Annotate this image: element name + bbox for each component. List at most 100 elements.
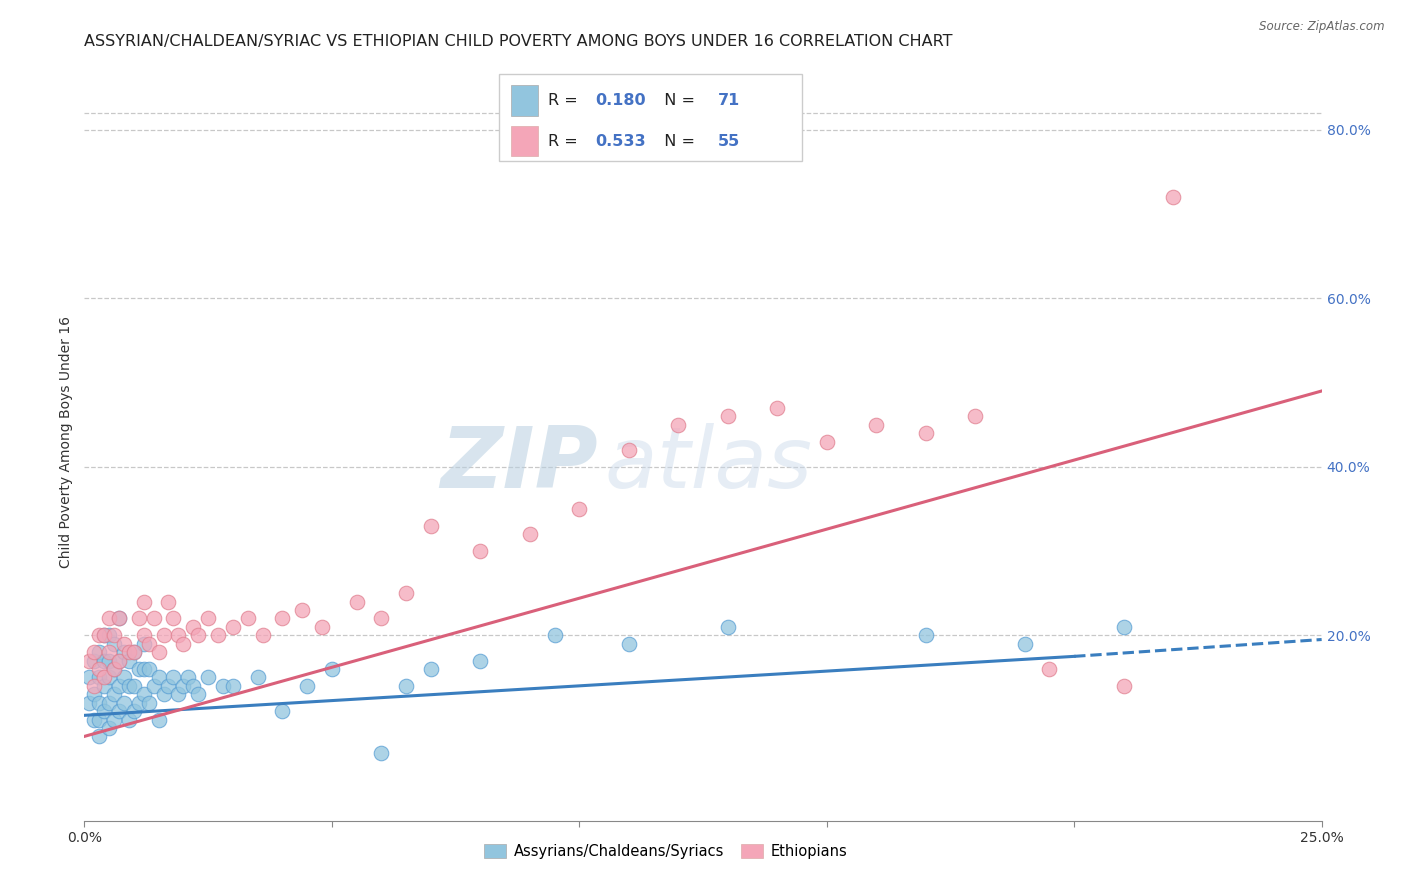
Point (98, 696, 121, 710)
Point (93, 654, 115, 668)
Point (118, 654, 141, 668)
Text: atlas: atlas (605, 423, 813, 506)
Point (207, 628, 229, 642)
Point (122, 704, 145, 718)
Y-axis label: Child Poverty Among Boys Under 16: Child Poverty Among Boys Under 16 (59, 316, 73, 567)
Point (617, 637, 640, 651)
Point (1014, 637, 1036, 651)
Point (89, 730, 111, 744)
Point (108, 654, 131, 668)
Text: R =: R = (548, 93, 583, 108)
Point (470, 654, 492, 668)
Point (93, 628, 115, 642)
Point (132, 628, 155, 642)
Point (108, 611, 131, 625)
Point (148, 670, 170, 684)
Point (122, 645, 145, 659)
Point (187, 687, 209, 701)
Text: N =: N = (654, 93, 700, 108)
Point (815, 434, 838, 449)
Point (138, 696, 160, 710)
Point (152, 628, 174, 642)
Point (93, 628, 115, 642)
Text: 0.180: 0.180 (595, 93, 645, 108)
Point (568, 502, 591, 516)
Point (1161, 190, 1184, 204)
Bar (499, 74, 801, 161)
Point (172, 637, 194, 651)
Point (98, 628, 121, 642)
Point (89, 645, 111, 659)
Bar (512, 86, 538, 116)
Point (128, 611, 150, 625)
Point (132, 637, 155, 651)
Point (236, 611, 259, 625)
Point (181, 620, 204, 634)
Point (112, 670, 135, 684)
Point (98, 670, 121, 684)
Point (271, 611, 294, 625)
Point (197, 611, 219, 625)
Point (118, 713, 141, 727)
Point (118, 679, 141, 693)
Point (157, 679, 180, 693)
Point (914, 628, 936, 642)
Point (666, 417, 689, 432)
Bar (512, 126, 538, 156)
Point (148, 645, 170, 659)
Point (103, 662, 125, 676)
Point (246, 670, 269, 684)
Point (122, 679, 145, 693)
Point (118, 645, 141, 659)
Point (346, 594, 368, 608)
Point (162, 611, 184, 625)
Point (89, 696, 111, 710)
Point (142, 679, 165, 693)
Point (1112, 679, 1135, 693)
Point (83, 654, 105, 668)
Point (291, 603, 314, 617)
Point (103, 628, 125, 642)
Point (152, 687, 174, 701)
Point (108, 611, 131, 625)
Text: Source: ZipAtlas.com: Source: ZipAtlas.com (1260, 20, 1385, 33)
Point (89, 670, 111, 684)
Point (132, 687, 155, 701)
Point (138, 637, 160, 651)
Point (321, 662, 343, 676)
Point (865, 417, 887, 432)
Point (167, 687, 190, 701)
Point (222, 620, 245, 634)
Point (112, 637, 135, 651)
Point (132, 594, 155, 608)
Point (222, 679, 245, 693)
Point (112, 645, 135, 659)
Point (83, 645, 105, 659)
Point (395, 679, 418, 693)
Point (766, 401, 789, 415)
Text: 0.533: 0.533 (595, 134, 645, 149)
Point (167, 628, 190, 642)
Point (370, 611, 392, 625)
Point (197, 670, 219, 684)
Point (252, 628, 274, 642)
Point (157, 594, 180, 608)
Text: R =: R = (548, 134, 583, 149)
Point (132, 662, 155, 676)
Point (138, 662, 160, 676)
Point (148, 713, 170, 727)
Point (1038, 662, 1060, 676)
Point (128, 696, 150, 710)
Point (103, 713, 125, 727)
Point (98, 654, 121, 668)
Text: ZIP: ZIP (440, 423, 598, 506)
Point (717, 409, 740, 424)
Point (965, 409, 987, 424)
Point (370, 746, 392, 760)
Point (181, 679, 204, 693)
Point (311, 620, 333, 634)
Point (93, 679, 115, 693)
Point (83, 687, 105, 701)
Point (162, 670, 184, 684)
Point (98, 721, 121, 735)
